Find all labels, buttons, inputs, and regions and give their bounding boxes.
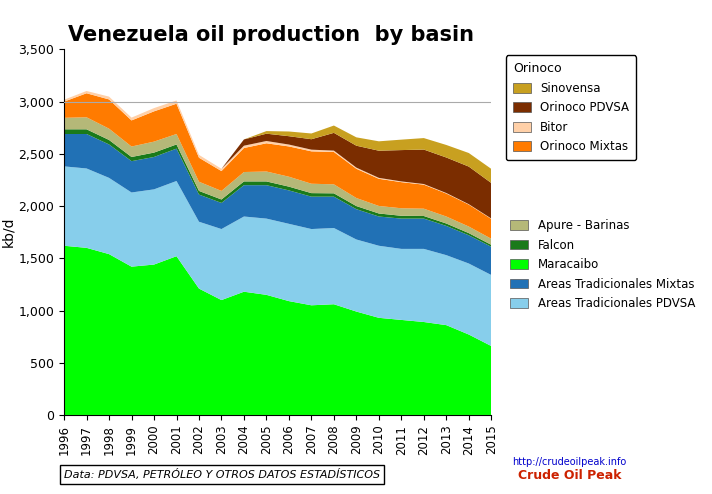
Text: Data: PDVSA, PETRÓLEO Y OTROS DATOS ESTADÍSTICOS: Data: PDVSA, PETRÓLEO Y OTROS DATOS ESTA… <box>64 469 380 480</box>
Text: Crude Oil Peak: Crude Oil Peak <box>518 469 622 482</box>
Text: http://crudeoilpeak.info: http://crudeoilpeak.info <box>513 457 627 467</box>
Text: Venezuela oil production  by basin: Venezuela oil production by basin <box>68 25 473 44</box>
Y-axis label: kb/d: kb/d <box>1 217 16 247</box>
Legend: Apure - Barinas, Falcon, Maracaibo, Areas Tradicionales Mixtas, Areas Tradiciona: Apure - Barinas, Falcon, Maracaibo, Area… <box>506 214 700 315</box>
